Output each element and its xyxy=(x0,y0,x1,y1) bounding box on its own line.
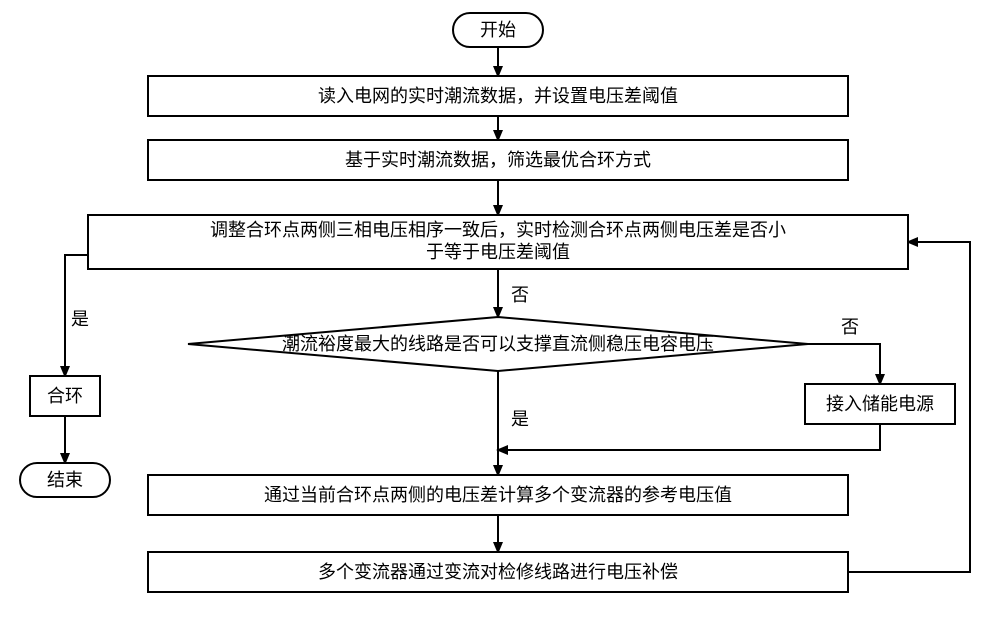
edge-7 xyxy=(808,344,880,384)
node-storage: 接入储能电源 xyxy=(805,384,955,424)
node-start-label: 开始 xyxy=(480,20,516,40)
node-n1-label: 读入电网的实时潮流数据，并设置电压差阈值 xyxy=(318,86,678,106)
node-n4-label: 通过当前合环点两侧的电压差计算多个变流器的参考电压值 xyxy=(264,485,732,505)
node-n2: 基于实时潮流数据，筛选最优合环方式 xyxy=(148,140,848,180)
node-end-label: 结束 xyxy=(47,470,83,490)
node-n4: 通过当前合环点两侧的电压差计算多个变流器的参考电压值 xyxy=(148,475,848,515)
edge-6-label: 是 xyxy=(511,409,529,429)
node-n5-label: 多个变流器通过变流对检修线路进行电压补偿 xyxy=(318,562,678,582)
edge-8 xyxy=(498,424,880,450)
node-close: 合环 xyxy=(30,376,100,416)
flowchart-canvas: 开始读入电网的实时潮流数据，并设置电压差阈值基于实时潮流数据，筛选最优合环方式调… xyxy=(0,0,1000,623)
node-d1: 潮流裕度最大的线路是否可以支撑直流侧稳压电容电压 xyxy=(188,317,808,371)
nodes-layer: 开始读入电网的实时潮流数据，并设置电压差阈值基于实时潮流数据，筛选最优合环方式调… xyxy=(20,13,955,592)
node-n2-label: 基于实时潮流数据，筛选最优合环方式 xyxy=(345,150,651,170)
node-n3-label-line-1: 于等于电压差阈值 xyxy=(426,242,570,262)
node-start: 开始 xyxy=(453,13,543,47)
node-n5: 多个变流器通过变流对检修线路进行电压补偿 xyxy=(148,552,848,592)
node-n3: 调整合环点两侧三相电压相序一致后，实时检测合环点两侧电压差是否小于等于电压差阈值 xyxy=(88,215,908,269)
node-close-label: 合环 xyxy=(47,386,83,406)
node-n3-label-line-0: 调整合环点两侧三相电压相序一致后，实时检测合环点两侧电压差是否小 xyxy=(210,220,786,240)
node-end: 结束 xyxy=(20,463,110,497)
edge-3-label: 否 xyxy=(511,285,529,305)
node-d1-label: 潮流裕度最大的线路是否可以支撑直流侧稳压电容电压 xyxy=(282,334,714,354)
node-storage-label: 接入储能电源 xyxy=(826,394,934,414)
edge-7-label: 否 xyxy=(841,317,859,337)
edge-4-label: 是 xyxy=(71,309,89,329)
node-n1: 读入电网的实时潮流数据，并设置电压差阈值 xyxy=(148,76,848,116)
